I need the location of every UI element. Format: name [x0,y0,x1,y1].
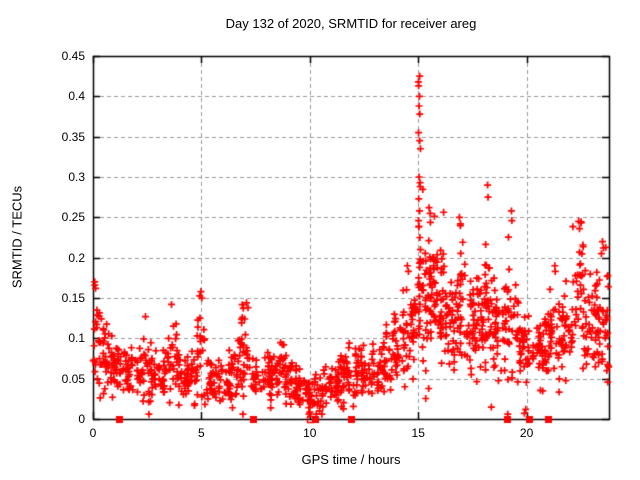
y-tick-label: 0.4 [68,89,85,104]
x-tick-label: 20 [519,426,534,440]
y-tick-label: 0.45 [61,49,85,63]
y-tick-label: 0.15 [61,291,85,305]
y-tick-label: 0.2 [68,250,85,265]
y-tick-label: 0.05 [61,371,85,386]
x-axis-label: GPS time / hours [301,452,401,467]
x-tick-label: 0 [89,426,97,440]
y-tick-label: 0 [78,412,85,426]
y-tick-label: 0.35 [61,129,85,144]
y-tick-label: 0.3 [68,170,85,184]
x-tick-label: 5 [198,426,205,440]
x-tick-label: 10 [303,426,317,440]
y-axis-label: SRMTID / TECUs [9,185,25,289]
y-tick-label: 0.25 [61,210,85,225]
chart-title: Day 132 of 2020, SRMTID for receiver are… [225,16,477,31]
x-tick-label: 15 [411,426,425,440]
y-tick-label: 0.1 [68,331,85,346]
